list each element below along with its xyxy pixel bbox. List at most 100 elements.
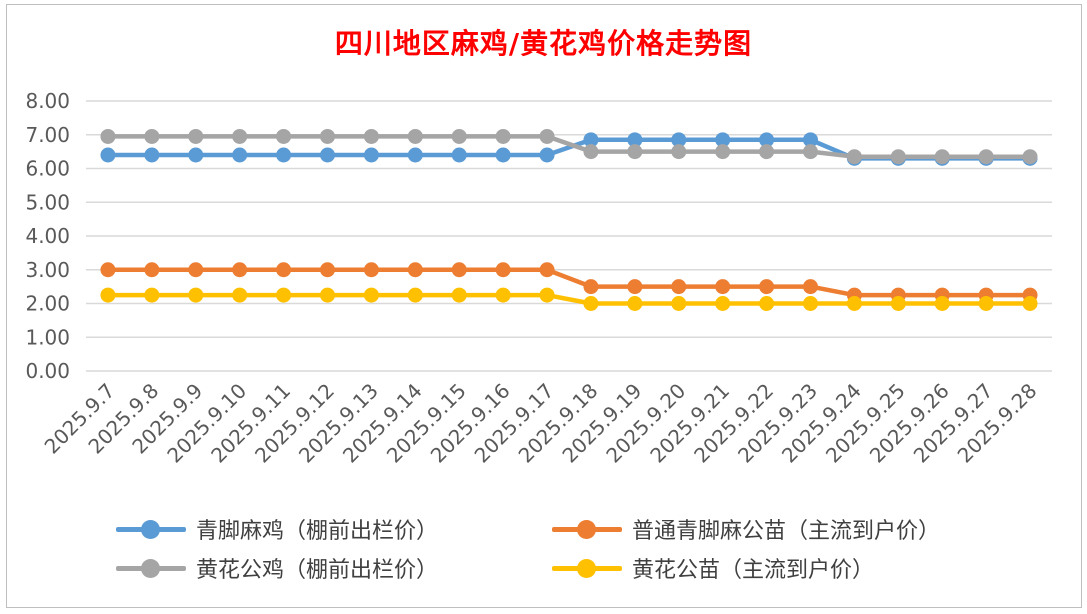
data-point [188, 147, 204, 163]
legend-label: 普通青脚麻公苗（主流到户价） [632, 519, 941, 544]
data-point [144, 128, 160, 144]
data-point [320, 147, 335, 163]
y-tick-label: 5.00 [25, 190, 70, 214]
data-point [803, 144, 818, 160]
legend-label: 黄花公苗（主流到户价） [632, 558, 875, 583]
legend-label: 青脚麻鸡（棚前出栏价） [196, 519, 439, 544]
data-point [276, 147, 292, 163]
data-point [671, 296, 687, 311]
data-point [144, 147, 160, 163]
data-point [232, 128, 248, 144]
data-point [715, 132, 731, 148]
data-point [671, 132, 687, 148]
legend-swatch [552, 514, 622, 544]
legend-marker [577, 559, 596, 578]
data-point [1022, 296, 1038, 311]
y-tick-label: 8.00 [25, 89, 70, 113]
data-point [144, 287, 160, 303]
data-point [934, 296, 950, 311]
data-point [363, 147, 379, 163]
data-point [846, 296, 862, 311]
data-point [363, 128, 379, 144]
legend-marker [141, 559, 160, 578]
data-point [759, 132, 775, 148]
data-point [451, 262, 467, 278]
data-point [539, 128, 555, 144]
data-point [407, 262, 423, 278]
data-point [539, 287, 555, 303]
data-point [583, 132, 599, 148]
data-point [671, 279, 687, 295]
data-point [495, 147, 511, 163]
data-point [276, 287, 292, 303]
data-point [890, 296, 906, 311]
series-line [108, 292, 1030, 306]
legend-swatch [116, 553, 186, 583]
legend-swatch [116, 514, 186, 544]
data-point [627, 132, 643, 148]
data-point [451, 147, 467, 163]
data-point [363, 287, 379, 303]
data-point [539, 262, 555, 278]
y-tick-label: 0.00 [25, 359, 70, 383]
data-point [451, 287, 467, 303]
data-point [627, 296, 643, 311]
data-point [803, 279, 818, 295]
y-tick-label: 4.00 [25, 224, 70, 248]
data-point [407, 147, 423, 163]
legend-marker [577, 520, 596, 539]
data-point [715, 144, 731, 160]
data-point [846, 149, 862, 165]
y-tick-label: 1.00 [25, 325, 70, 349]
data-point [583, 279, 599, 295]
data-point [363, 262, 379, 278]
data-point [451, 128, 467, 144]
data-point [232, 287, 248, 303]
data-point [495, 128, 511, 144]
data-point [978, 149, 994, 165]
y-tick-label: 2.00 [25, 292, 70, 316]
data-point [188, 262, 204, 278]
data-point [803, 296, 818, 311]
legend-item: 普通青脚麻公苗（主流到户价） [552, 514, 940, 544]
y-tick-label: 6.00 [25, 157, 70, 181]
data-point [100, 287, 116, 303]
data-point [627, 144, 643, 160]
data-point [276, 128, 292, 144]
data-point [495, 262, 511, 278]
series-line [108, 267, 1030, 298]
chart-title: 四川地区麻鸡/黄花鸡价格走势图 [334, 27, 753, 60]
data-point [627, 279, 643, 295]
data-point [890, 149, 906, 165]
data-point [715, 296, 731, 311]
data-point [978, 296, 994, 311]
legend-marker [141, 520, 160, 539]
legend-item: 黄花公鸡（棚前出栏价） [116, 553, 438, 583]
legend-swatch [552, 553, 622, 583]
data-point [188, 287, 204, 303]
data-point [276, 262, 292, 278]
data-point [320, 262, 335, 278]
data-point [759, 279, 775, 295]
data-point [100, 147, 116, 163]
data-point [539, 147, 555, 163]
data-point [407, 287, 423, 303]
legend-label: 黄花公鸡（棚前出栏价） [196, 558, 439, 583]
data-point [583, 296, 599, 311]
legend-item: 青脚麻鸡（棚前出栏价） [116, 514, 438, 544]
data-point [144, 262, 160, 278]
data-point [934, 149, 950, 165]
data-point [188, 128, 204, 144]
data-point [715, 279, 731, 295]
data-point [759, 296, 775, 311]
data-point [583, 144, 599, 160]
y-tick-label: 7.00 [25, 123, 70, 147]
data-point [100, 262, 116, 278]
data-point [407, 128, 423, 144]
data-point [320, 128, 335, 144]
data-point [232, 262, 248, 278]
data-point [671, 144, 687, 160]
data-point [1022, 149, 1038, 165]
data-point [803, 132, 818, 148]
